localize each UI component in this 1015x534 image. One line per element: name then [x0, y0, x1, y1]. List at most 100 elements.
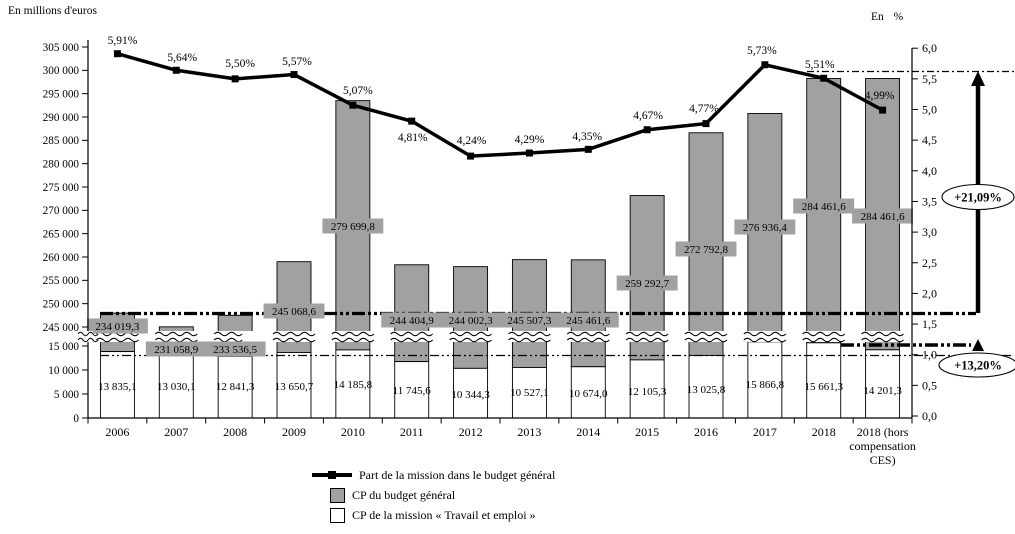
x-axis-category-line: 2018 (hors [857, 425, 909, 439]
bar-cp-mission-2012 [453, 367, 489, 419]
growth-arrow-head [971, 71, 985, 86]
line-marker-2012 [467, 152, 475, 160]
white-bar-label: 14 185,8 [334, 379, 373, 391]
legend: Part de la mission dans le budget généra… [312, 465, 555, 525]
bar-break-wave [743, 337, 787, 343]
white-bar-label: 12 105,3 [628, 386, 667, 398]
line-swatch-marker [328, 471, 336, 479]
left-axis-tick-label: 305 000 [43, 42, 80, 54]
line-percent-label: 4,35% [572, 131, 602, 143]
bar-break-gap [746, 331, 784, 342]
bar-cp-mission-2016 [688, 355, 724, 419]
bar-break-wave [743, 331, 787, 337]
line-percent-label: 5,64% [167, 52, 197, 64]
bar-break-wave [96, 331, 139, 337]
white-bar-swatch-icon [330, 507, 345, 523]
bar-cp-mission-2006 [99, 351, 135, 419]
bar-break-gap [510, 331, 548, 342]
gray-bar-label-bg [440, 312, 502, 328]
legend-item-part-mission: Part de la mission dans le budget généra… [312, 465, 555, 485]
gray-bar-label: 245 461,6 [566, 315, 611, 327]
bar-break-gap [452, 331, 490, 342]
x-axis-category-label: 2006 [105, 425, 129, 439]
gray-bar-label: 231 058,9 [154, 344, 199, 356]
right-axis-tick-label: 5,0 [922, 103, 937, 117]
line-percent-label: 5,73% [747, 45, 777, 57]
bar-break-gap [334, 331, 372, 342]
x-axis-category-line: CES) [870, 453, 896, 467]
right-axis-tick-label: 4,5 [922, 133, 937, 147]
bar-break-wave [861, 337, 904, 343]
right-axis-title: En % [871, 11, 904, 23]
gray-bar-label-bg [86, 318, 148, 334]
x-axis-category-label: 2009 [282, 425, 306, 439]
gray-bar-label-bg [145, 341, 207, 357]
x-axis-category-label: 2008 [223, 425, 247, 439]
gray-bar-label-bg [616, 275, 678, 291]
white-bar-label: 11 745,6 [393, 385, 432, 397]
growth-badge-oval [938, 352, 1015, 378]
right-axis-tick-label: 4,0 [922, 164, 937, 178]
line-marker-2016 [702, 120, 710, 128]
x-axis-category-label: 2018 (hors compensation CES) [849, 425, 916, 467]
line-marker-2013 [525, 149, 533, 157]
gray-bar-label: 279 699,8 [331, 221, 376, 233]
left-axis-tick-label: 0 [73, 413, 79, 425]
gray-bar-label: 284 461,6 [802, 201, 847, 213]
left-axis-tick-label: 250 000 [43, 298, 80, 310]
line-marker-2010 [349, 101, 357, 109]
bar-break-gap [216, 331, 254, 342]
gray-bar-label: 234 019,3 [95, 321, 140, 333]
line-marker-2011 [408, 117, 416, 125]
bar-break-gap [393, 331, 431, 342]
gray-bar-label-bg [675, 241, 737, 257]
white-bar-label: 13 030,1 [157, 381, 196, 393]
white-bar-label: 13 025,8 [687, 384, 726, 396]
left-axis-tick-label: 295 000 [43, 88, 80, 100]
bar-break-wave [96, 337, 139, 343]
right-axis-tick-label: 5,5 [922, 72, 937, 86]
right-axis-tick-label: 3,0 [922, 225, 937, 239]
left-axis-tick-label: 260 000 [43, 252, 80, 264]
right-axis-tick-label: 3,5 [922, 194, 937, 208]
axis-break-wave [77, 337, 99, 343]
line-percent-label: 5,50% [225, 58, 255, 70]
x-axis-category-label: 2015 [635, 425, 659, 439]
axis-break-wave [77, 331, 99, 337]
left-axis-tick-label: 275 000 [43, 182, 80, 194]
bar-break-gap [275, 331, 313, 342]
bar-break-wave [331, 331, 375, 337]
white-bar-label: 13 835,1 [98, 381, 137, 393]
gray-bar-label: 272 792,8 [684, 244, 729, 256]
gray-bar-label-bg [498, 312, 560, 328]
line-percent-label: 4,24% [457, 135, 487, 147]
legend-label: CP du budget général [352, 487, 456, 502]
white-bar-label: 14 201,3 [863, 385, 902, 397]
line-percent-label: 4,29% [515, 134, 545, 146]
left-axis-tick-label: 245 000 [43, 322, 80, 334]
x-axis-category-label: 2014 [576, 425, 600, 439]
legend-item-cp-mission: CP de la mission « Travail et emploi » [312, 505, 555, 525]
bar-cp-mission-2010 [335, 349, 371, 419]
white-bar-label: 10 674,0 [569, 388, 608, 400]
growth-badge-label: +13,20% [954, 359, 1002, 373]
x-axis-category-label: 2013 [517, 425, 541, 439]
bar-break-wave [449, 337, 492, 343]
bar-break-wave [508, 337, 551, 343]
x-axis-category-label: 2018 [812, 425, 836, 439]
gray-bar-label: 259 292,7 [625, 278, 670, 290]
bar-cp-mission-2014 [570, 366, 606, 419]
white-bar-label: 12 841,3 [216, 381, 255, 393]
x-axis-category-label: 2007 [164, 425, 188, 439]
gray-bar-label: 284 461,6 [861, 211, 906, 223]
line-percent-label: 5,57% [282, 56, 312, 68]
growth-badge-oval [941, 183, 1015, 211]
white-bar-label: 15 866,8 [746, 379, 785, 391]
growth-badge-label: +21,09% [954, 191, 1002, 205]
legend-item-cp-budget-general: CP du budget général [312, 485, 555, 505]
bar-break-gap [569, 331, 607, 342]
gray-bar-label-bg [852, 208, 914, 224]
right-axis-tick-label: 0,5 [922, 378, 937, 392]
bar-break-wave [625, 337, 669, 343]
